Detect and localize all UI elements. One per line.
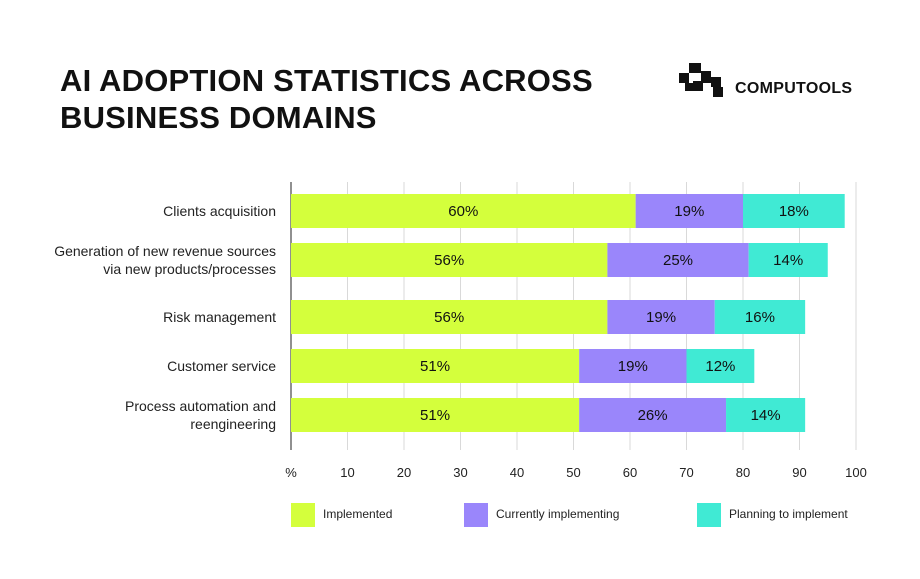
page-title: AI ADOPTION STATISTICS ACROSS BUSINESS D… [60, 63, 593, 135]
data-label: 19% [618, 358, 648, 375]
x-tick-label: 20 [397, 465, 411, 480]
bar-segment [726, 398, 806, 432]
bar-segment [291, 300, 608, 334]
data-label: 19% [646, 309, 676, 326]
data-label: 14% [773, 252, 803, 269]
bar-segment [714, 300, 806, 334]
data-label: 18% [779, 203, 809, 220]
category-label: Process automation and [125, 398, 276, 414]
data-label: 12% [705, 358, 735, 375]
legend-label: Implemented [323, 507, 392, 521]
legend-swatch [291, 503, 315, 527]
category-label: Generation of new revenue sources [54, 243, 276, 259]
brand-name: COMPUTOOLS [735, 80, 853, 97]
x-tick-label: 10 [340, 465, 354, 480]
computools-logo-icon [679, 63, 723, 97]
x-tick-label: 40 [510, 465, 524, 480]
data-label: 19% [674, 203, 704, 220]
bar-segment [291, 243, 608, 277]
x-tick-label: 60 [623, 465, 637, 480]
brand: COMPUTOOLS [679, 63, 879, 97]
legend-label: Planning to implement [729, 507, 848, 521]
data-label: 60% [448, 203, 478, 220]
x-tick-label: 80 [736, 465, 750, 480]
data-label: 56% [434, 309, 464, 326]
data-label: 51% [420, 407, 450, 424]
x-tick-label: 70 [679, 465, 693, 480]
legend-label: Currently implementing [496, 507, 619, 521]
bar-segment [743, 194, 845, 228]
x-tick-label: 100 [845, 465, 867, 480]
data-label: 26% [638, 407, 668, 424]
legend-swatch [464, 503, 488, 527]
bar-segment [291, 398, 580, 432]
bar-segment [291, 194, 636, 228]
data-label: 16% [745, 309, 775, 326]
category-label: Risk management [163, 309, 276, 325]
category-label: Clients acquisition [163, 203, 276, 219]
category-label: Customer service [167, 358, 276, 374]
bar-segment [686, 349, 755, 383]
category-label: via new products/processes [103, 261, 276, 277]
category-label: reengineering [190, 416, 276, 432]
x-tick-label: 90 [792, 465, 806, 480]
bar-segment [291, 349, 580, 383]
x-tick-label: 30 [453, 465, 467, 480]
data-label: 14% [751, 407, 781, 424]
bar-segment [635, 194, 743, 228]
bar-segment [748, 243, 828, 277]
data-label: 25% [663, 252, 693, 269]
bar-segment [607, 300, 715, 334]
bar-segment [579, 398, 727, 432]
bar-segment [579, 349, 687, 383]
x-unit-label: % [285, 465, 297, 480]
legend-swatch [697, 503, 721, 527]
x-tick-label: 50 [566, 465, 580, 480]
bar-segment [607, 243, 749, 277]
data-label: 56% [434, 252, 464, 269]
data-label: 51% [420, 358, 450, 375]
